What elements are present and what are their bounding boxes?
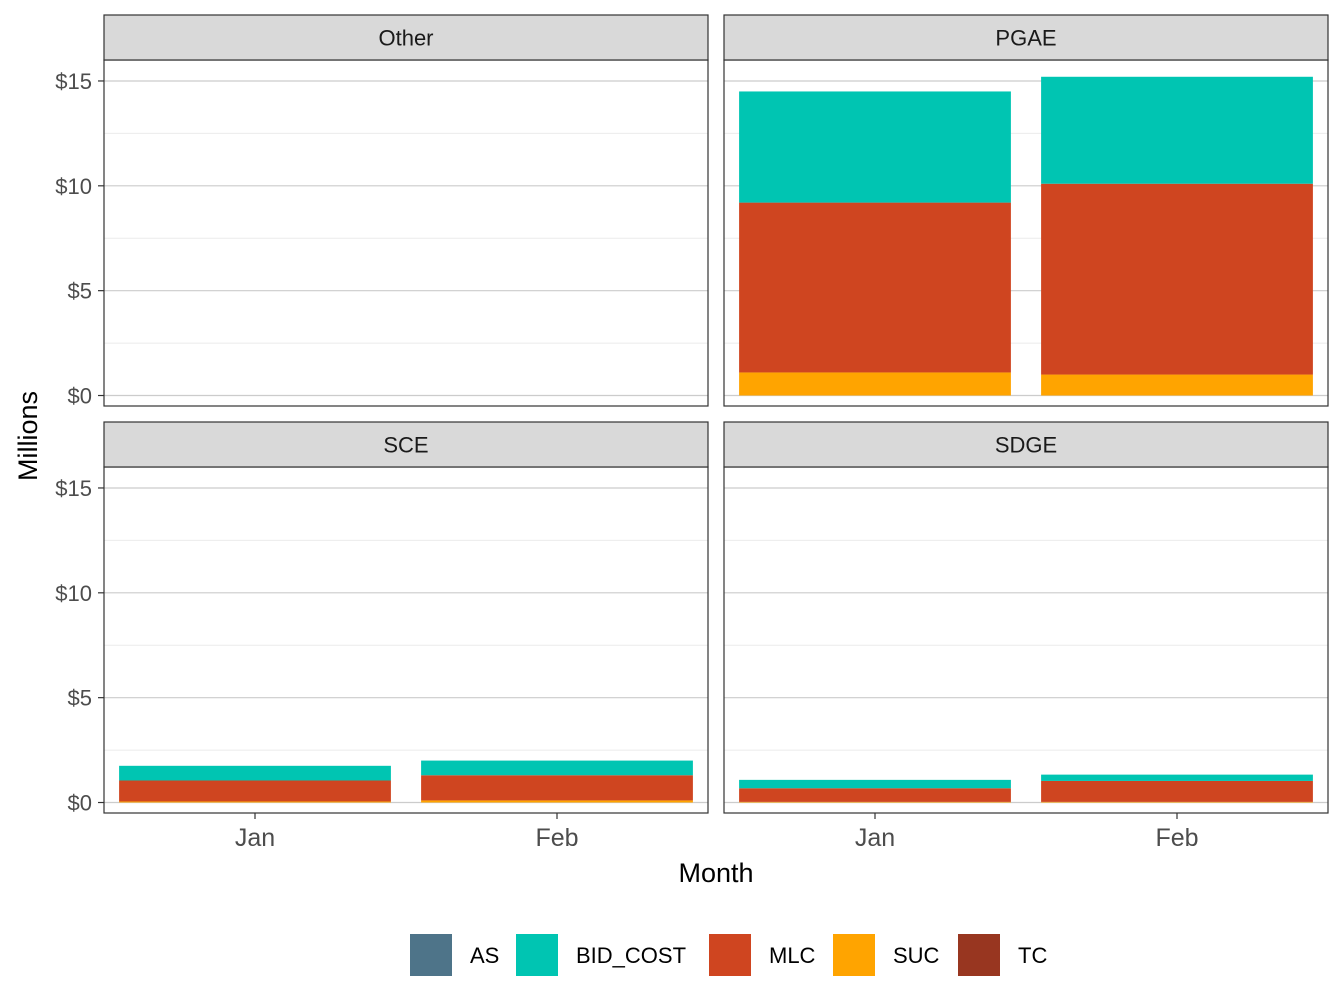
legend-key-mlc: [709, 934, 751, 976]
y-tick-label: $10: [55, 581, 92, 606]
panel-background: [104, 60, 708, 406]
legend-key-bid-cost: [516, 934, 558, 976]
bar-pgae-jan-suc: [739, 372, 1011, 396]
bar-sce-jan-suc: [119, 801, 391, 803]
panel-background: [724, 467, 1328, 813]
facet-strip: [723, 421, 1329, 468]
bar-pgae-jan-mlc: [739, 202, 1011, 373]
bar-pgae-feb-mlc: [1041, 183, 1313, 375]
y-tick-label: $15: [55, 69, 92, 94]
bar-sce-jan-mlc: [119, 780, 391, 802]
panel-sce: SCE $0 $5 $10 $15 Jan Feb: [55, 421, 709, 852]
x-tick-label: Jan: [235, 824, 275, 852]
bar-sce-jan-bid-cost: [119, 765, 391, 781]
x-tick-label: Feb: [1155, 824, 1198, 852]
legend-label: BID_COST: [576, 943, 686, 968]
bar-sdge-jan-mlc: [739, 788, 1011, 802]
bar-pgae-feb-bid-cost: [1041, 76, 1313, 184]
bar-sce-feb-mlc: [421, 775, 693, 801]
facet-strip: [103, 14, 709, 61]
bar-sce-feb-bid-cost: [421, 760, 693, 776]
x-axis-title: Month: [678, 858, 753, 888]
panel-sdge: SDGE Jan Feb: [723, 421, 1329, 852]
legend-label: MLC: [769, 943, 816, 968]
legend: AS BID_COST MLC SUC TC: [410, 934, 1047, 976]
bar-sdge-feb-mlc: [1041, 780, 1313, 802]
y-tick-label: $0: [68, 384, 92, 409]
bar-pgae-feb-suc: [1041, 374, 1313, 396]
bar-pgae-jan-bid-cost: [739, 91, 1011, 203]
bar-sdge-feb-suc: [1041, 801, 1313, 803]
facet-strip-label: SDGE: [995, 433, 1057, 458]
legend-key-suc: [833, 934, 875, 976]
y-tick-label: $5: [68, 686, 92, 711]
bar-sdge-jan-suc: [739, 801, 1011, 803]
legend-key-as: [410, 934, 452, 976]
y-tick-label: $15: [55, 476, 92, 501]
y-tick-label: $0: [68, 791, 92, 816]
facet-strip-label: SCE: [383, 433, 428, 458]
legend-key-tc: [958, 934, 1000, 976]
bar-sdge-jan-bid-cost: [739, 779, 1011, 789]
legend-label: SUC: [893, 943, 940, 968]
facet-strip: [103, 421, 709, 468]
facet-strip: [723, 14, 1329, 61]
bar-sce-feb-suc: [421, 800, 693, 803]
panel-other: Other $0 $5 $10 $15: [55, 14, 709, 409]
y-tick-label: $5: [68, 279, 92, 304]
facet-strip-label: Other: [378, 26, 433, 51]
y-axis-title: Millions: [13, 391, 43, 481]
bar-sdge-feb-bid-cost: [1041, 774, 1313, 781]
x-tick-label: Jan: [855, 824, 895, 852]
legend-label: AS: [470, 943, 499, 968]
panel-background: [104, 467, 708, 813]
x-tick-label: Feb: [535, 824, 578, 852]
facet-strip-label: PGAE: [995, 26, 1056, 51]
y-tick-label: $10: [55, 174, 92, 199]
legend-label: TC: [1018, 943, 1047, 968]
panel-pgae: PGAE: [723, 14, 1329, 407]
